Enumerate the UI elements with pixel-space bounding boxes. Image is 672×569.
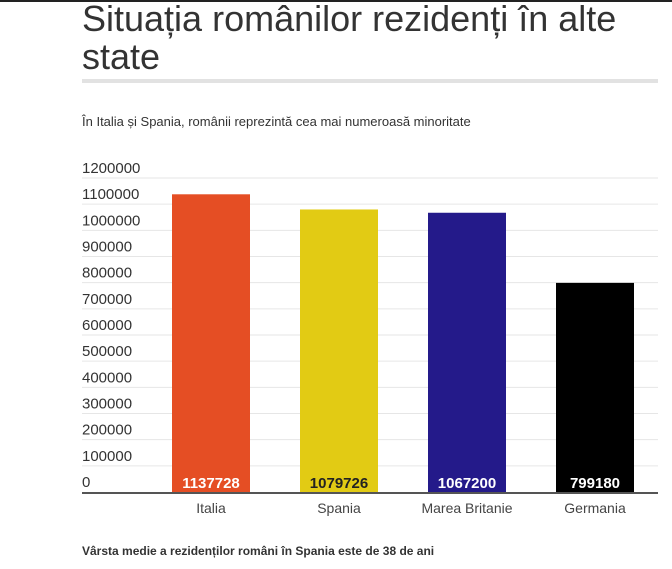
bar-germania <box>556 282 634 492</box>
chart-footer-note: Vârsta medie a rezidenților români în Sp… <box>82 544 435 558</box>
y-tick-label: 0 <box>82 474 90 491</box>
bar-marea-britanie <box>428 212 506 492</box>
data-label: 1137728 <box>182 475 240 492</box>
x-tick-label: Spania <box>317 500 361 516</box>
x-tick-label: Marea Britanie <box>421 500 512 516</box>
y-tick-label: 300000 <box>82 396 132 413</box>
y-tick-label: 100000 <box>82 448 132 465</box>
data-label: 1067200 <box>438 475 496 492</box>
y-tick-label: 500000 <box>82 343 132 360</box>
y-tick-label: 900000 <box>82 239 132 256</box>
y-tick-label: 1100000 <box>82 186 139 203</box>
y-tick-label: 1000000 <box>82 212 140 229</box>
data-label: 1079726 <box>310 475 368 492</box>
chart-title: Situația românilor rezidenți în alte sta… <box>82 0 617 77</box>
top-border <box>0 0 672 2</box>
chart-subtitle: În Italia și Spania, românii reprezintă … <box>82 114 471 129</box>
y-tick-label: 400000 <box>82 369 132 386</box>
y-tick-label: 200000 <box>82 422 132 439</box>
title-divider <box>82 79 658 83</box>
y-tick-label: 600000 <box>82 317 132 334</box>
y-tick-label: 800000 <box>82 265 132 282</box>
bar-italia <box>172 194 250 493</box>
x-tick-label: Italia <box>196 500 226 516</box>
y-tick-label: 1200000 <box>82 160 140 177</box>
y-tick-label: 700000 <box>82 291 132 308</box>
bar-spania <box>300 209 378 493</box>
x-tick-label: Germania <box>564 500 626 516</box>
data-label: 799180 <box>570 475 620 492</box>
